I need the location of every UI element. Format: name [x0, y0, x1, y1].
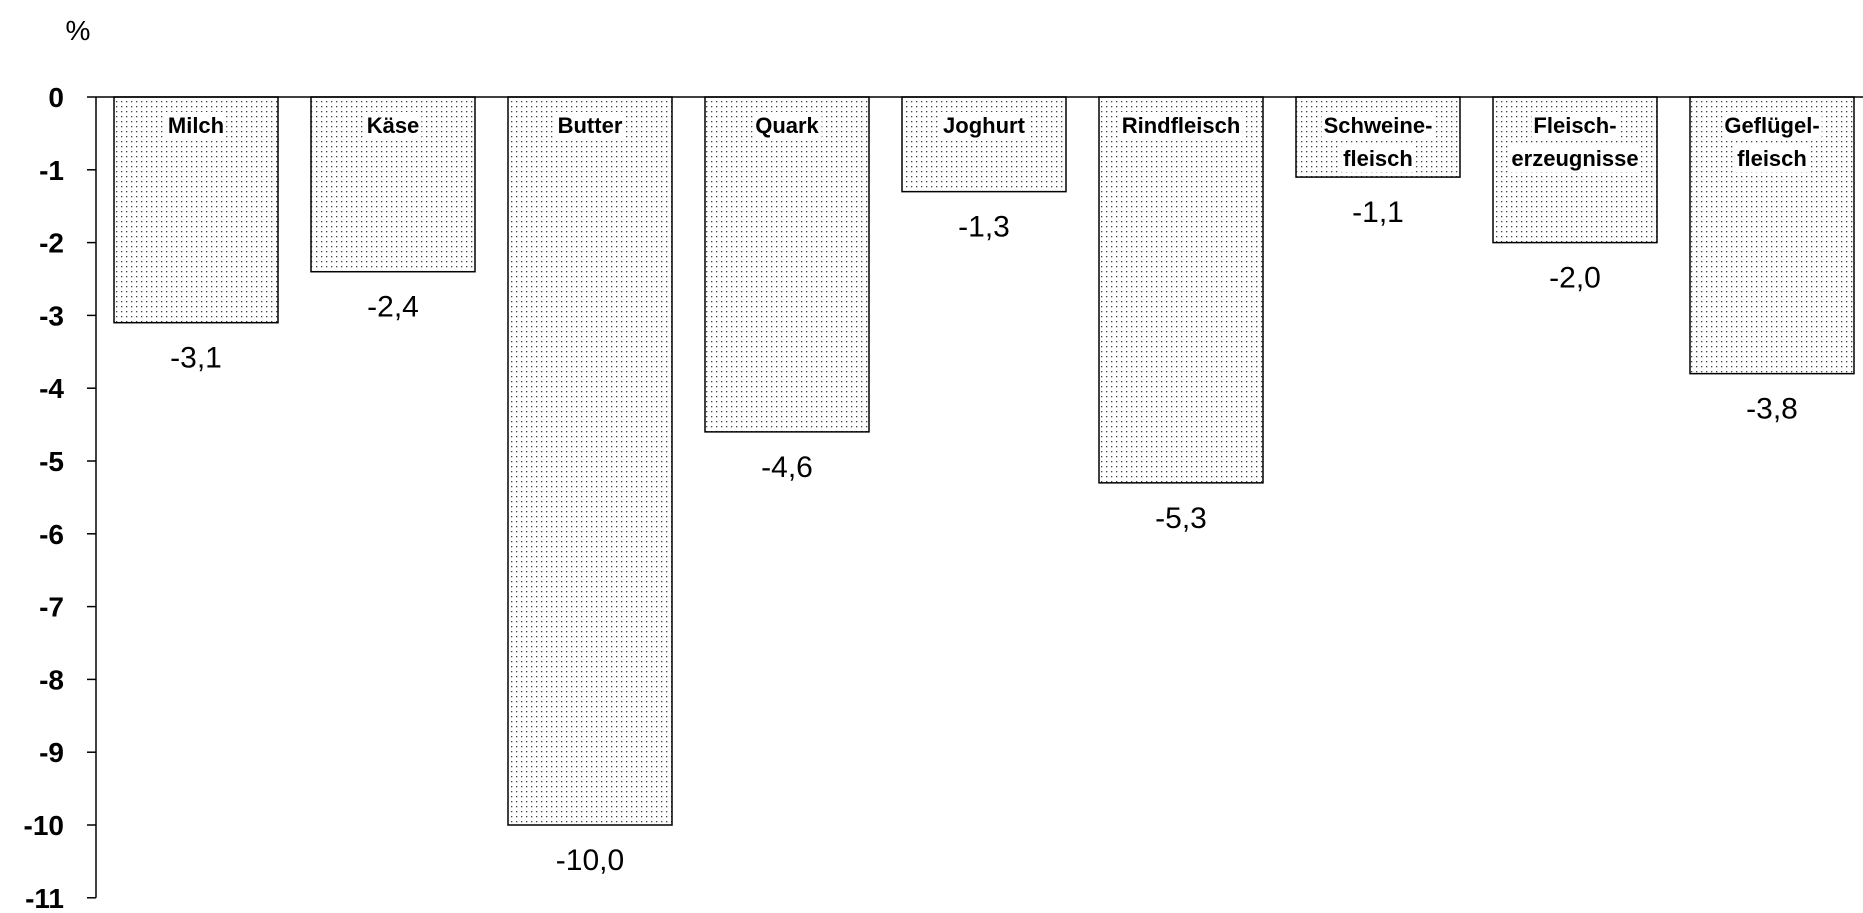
- bar-group: Milch -3,1: [113, 96, 279, 375]
- category-label-background: [555, 112, 625, 139]
- value-label: -2,4: [367, 291, 419, 324]
- category-label: Joghurt: [943, 113, 1026, 138]
- category-label-background: [1341, 145, 1415, 172]
- category-label-background: [1735, 145, 1809, 172]
- y-axis: 0 -1 -2 -3 -4 -5 -6 -7 -8 -9 -10 -11: [24, 82, 1863, 913]
- value-label: -10,0: [556, 844, 624, 877]
- value-label: -4,6: [761, 451, 813, 484]
- bar-group: Rindfleisch -5,3: [1098, 96, 1264, 535]
- bars: Milch -3,1 Käse -2,4 Butter -10,0 Quark -4,6 Jog…: [113, 96, 1855, 877]
- y-tick-label: -9: [39, 737, 64, 768]
- category-label: Rindfleisch: [1122, 113, 1241, 138]
- y-tick-label: -11: [25, 883, 64, 913]
- bar: [1689, 96, 1855, 375]
- bar-group: Geflügel-fleisch -3,8: [1689, 96, 1855, 426]
- category-label-background: [1509, 145, 1641, 172]
- bar: [1098, 96, 1264, 484]
- y-unit-label: %: [66, 15, 91, 46]
- y-tick-label: -6: [39, 519, 64, 550]
- y-tick-label: 0: [48, 82, 64, 113]
- category-label-background: [1722, 112, 1822, 139]
- category-label: Geflügel-: [1724, 113, 1819, 138]
- category-label-background: [1531, 112, 1619, 139]
- category-label: Milch: [168, 113, 224, 138]
- category-label: Käse: [367, 113, 420, 138]
- bar-group: Käse -2,4: [310, 96, 476, 324]
- category-label: Fleisch-: [1533, 113, 1616, 138]
- y-tick-label: -5: [39, 446, 64, 477]
- bar-group: Quark -4,6: [704, 96, 870, 484]
- category-label-background: [941, 112, 1028, 139]
- bar-group: Schweine-fleisch -1,1: [1295, 96, 1461, 229]
- category-label-background: [753, 112, 822, 139]
- value-label: -1,1: [1352, 196, 1404, 229]
- category-label-background: [364, 112, 422, 139]
- y-tick-label: -10: [24, 810, 64, 841]
- value-label: -1,3: [958, 211, 1010, 244]
- bar-group: Joghurt -1,3: [901, 96, 1067, 244]
- value-label: -3,1: [170, 342, 222, 375]
- category-label-background: [1321, 112, 1435, 139]
- y-tick-label: -1: [39, 155, 64, 186]
- category-label: fleisch: [1343, 146, 1413, 171]
- value-label: -2,0: [1549, 262, 1601, 295]
- category-label-background: [165, 112, 227, 139]
- y-tick-label: -8: [39, 664, 64, 695]
- bar-group: Butter -10,0: [507, 96, 673, 877]
- bar: [901, 96, 1067, 193]
- bar-group: Fleisch-erzeugnisse -2,0: [1492, 96, 1658, 295]
- y-tick-label: -2: [39, 228, 64, 259]
- y-tick-label: -3: [39, 300, 64, 331]
- bar: [704, 96, 870, 433]
- category-label: erzeugnisse: [1511, 146, 1638, 171]
- y-tick-label: -4: [39, 373, 64, 404]
- y-tick-label: -7: [39, 592, 64, 623]
- value-label: -3,8: [1746, 393, 1798, 426]
- category-label: Quark: [755, 113, 819, 138]
- value-label: -5,3: [1155, 502, 1207, 535]
- category-label: Schweine-: [1324, 113, 1433, 138]
- category-label: fleisch: [1737, 146, 1807, 171]
- bar: [507, 96, 673, 826]
- category-label: Butter: [558, 113, 623, 138]
- category-label-background: [1119, 112, 1243, 139]
